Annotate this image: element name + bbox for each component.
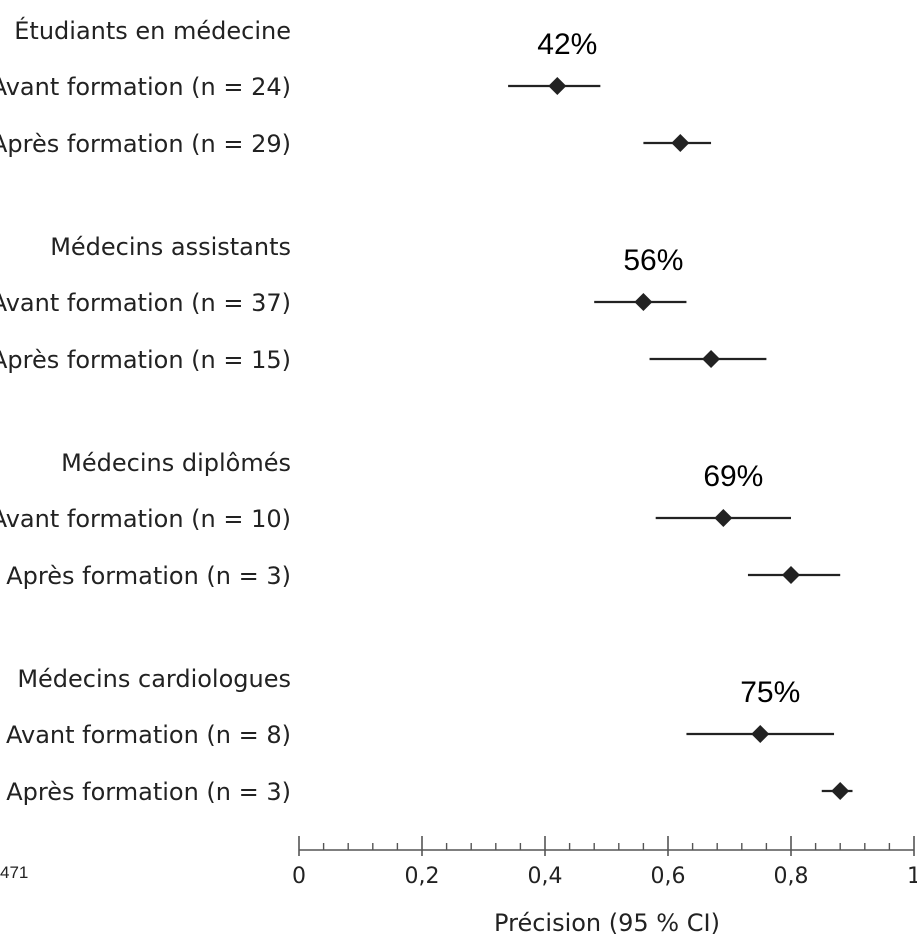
row-label: Après formation (n = 29)	[0, 130, 291, 158]
side-page-number: 471	[0, 863, 28, 882]
row-label: Après formation (n = 3)	[6, 778, 291, 806]
estimate-marker	[831, 782, 850, 800]
group-label: Médecins diplômés	[61, 449, 291, 477]
estimate-marker	[548, 77, 567, 95]
estimate-marker	[751, 725, 770, 743]
group-label: Médecins assistants	[50, 233, 291, 261]
row-label: Avant formation (n = 24)	[0, 73, 291, 101]
row-label: Avant formation (n = 10)	[0, 505, 291, 533]
x-tick-label: 0,8	[774, 864, 809, 889]
x-tick-label: 0,6	[651, 864, 686, 889]
row-label: Après formation (n = 15)	[0, 346, 291, 374]
row-label: Avant formation (n = 37)	[0, 289, 291, 317]
estimate-marker	[634, 293, 653, 311]
estimate-marker	[702, 350, 721, 368]
x-tick-label: 0	[292, 864, 306, 889]
row-label: Avant formation (n = 8)	[6, 721, 291, 749]
x-tick-label: 0,4	[528, 864, 563, 889]
percent-annotation: 56%	[623, 244, 683, 277]
percent-annotation: 75%	[740, 676, 800, 709]
group-label: Étudiants en médecine	[14, 16, 291, 45]
estimate-marker	[782, 566, 800, 584]
plot-rows: Étudiants en médecine 42% Avant formation …	[0, 16, 853, 806]
x-tick-label: 1	[907, 864, 917, 889]
estimate-marker	[714, 509, 733, 527]
percent-annotation: 69%	[703, 460, 763, 493]
x-tick-label: 0,2	[405, 864, 440, 889]
x-axis-title: Précision (95 % CI)	[494, 909, 720, 937]
x-axis: 0 0,2 0,4 0,6 0,8 1	[292, 836, 917, 889]
row-label: Après formation (n = 3)	[6, 562, 291, 590]
percent-annotation: 42%	[537, 28, 597, 61]
group-label: Médecins cardiologues	[17, 665, 291, 693]
estimate-marker	[671, 134, 690, 152]
